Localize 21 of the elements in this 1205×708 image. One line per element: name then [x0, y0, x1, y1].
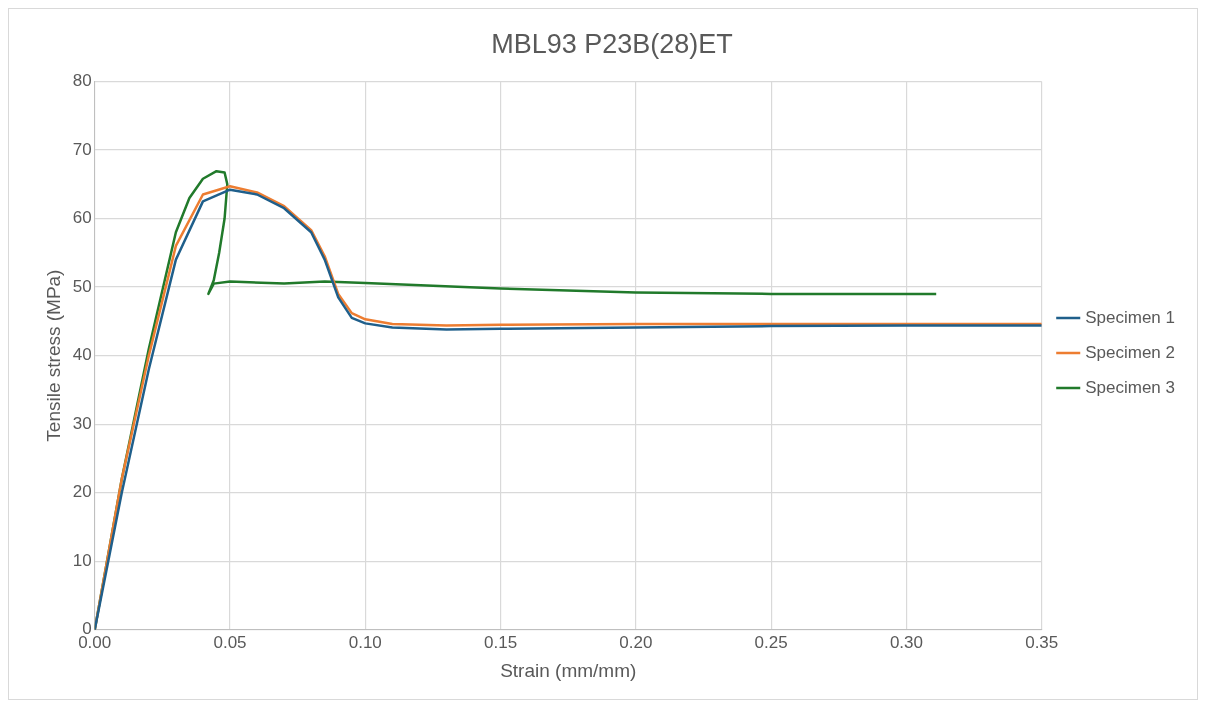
- legend-label: Specimen 2: [1085, 342, 1176, 362]
- x-tick-label: 0.10: [348, 632, 382, 652]
- y-tick-label: 60: [72, 208, 92, 228]
- y-tick-label: 10: [72, 550, 92, 570]
- x-tick-label: 0.35: [1025, 632, 1059, 652]
- y-tick-label: 70: [72, 139, 92, 159]
- x-tick-label: 0.25: [754, 632, 788, 652]
- legend-label: Specimen 3: [1085, 377, 1176, 397]
- y-axis-title: Tensile stress (MPa): [42, 269, 64, 442]
- y-tick-label: 40: [72, 345, 92, 365]
- y-tick-label: 20: [72, 482, 92, 502]
- legend-label: Specimen 1: [1085, 307, 1176, 327]
- y-tick-label: 80: [72, 71, 92, 91]
- chart-title: MBL93 P23B(28)ET: [491, 28, 733, 59]
- x-tick-label: 0.30: [889, 632, 923, 652]
- x-tick-label: 0.15: [484, 632, 518, 652]
- y-tick-label: 50: [72, 276, 92, 296]
- x-axis-title: Strain (mm/mm): [500, 659, 637, 681]
- x-tick-label: 0.05: [213, 632, 247, 652]
- y-tick-label: 30: [72, 413, 92, 433]
- x-tick-label: 0.20: [619, 632, 653, 652]
